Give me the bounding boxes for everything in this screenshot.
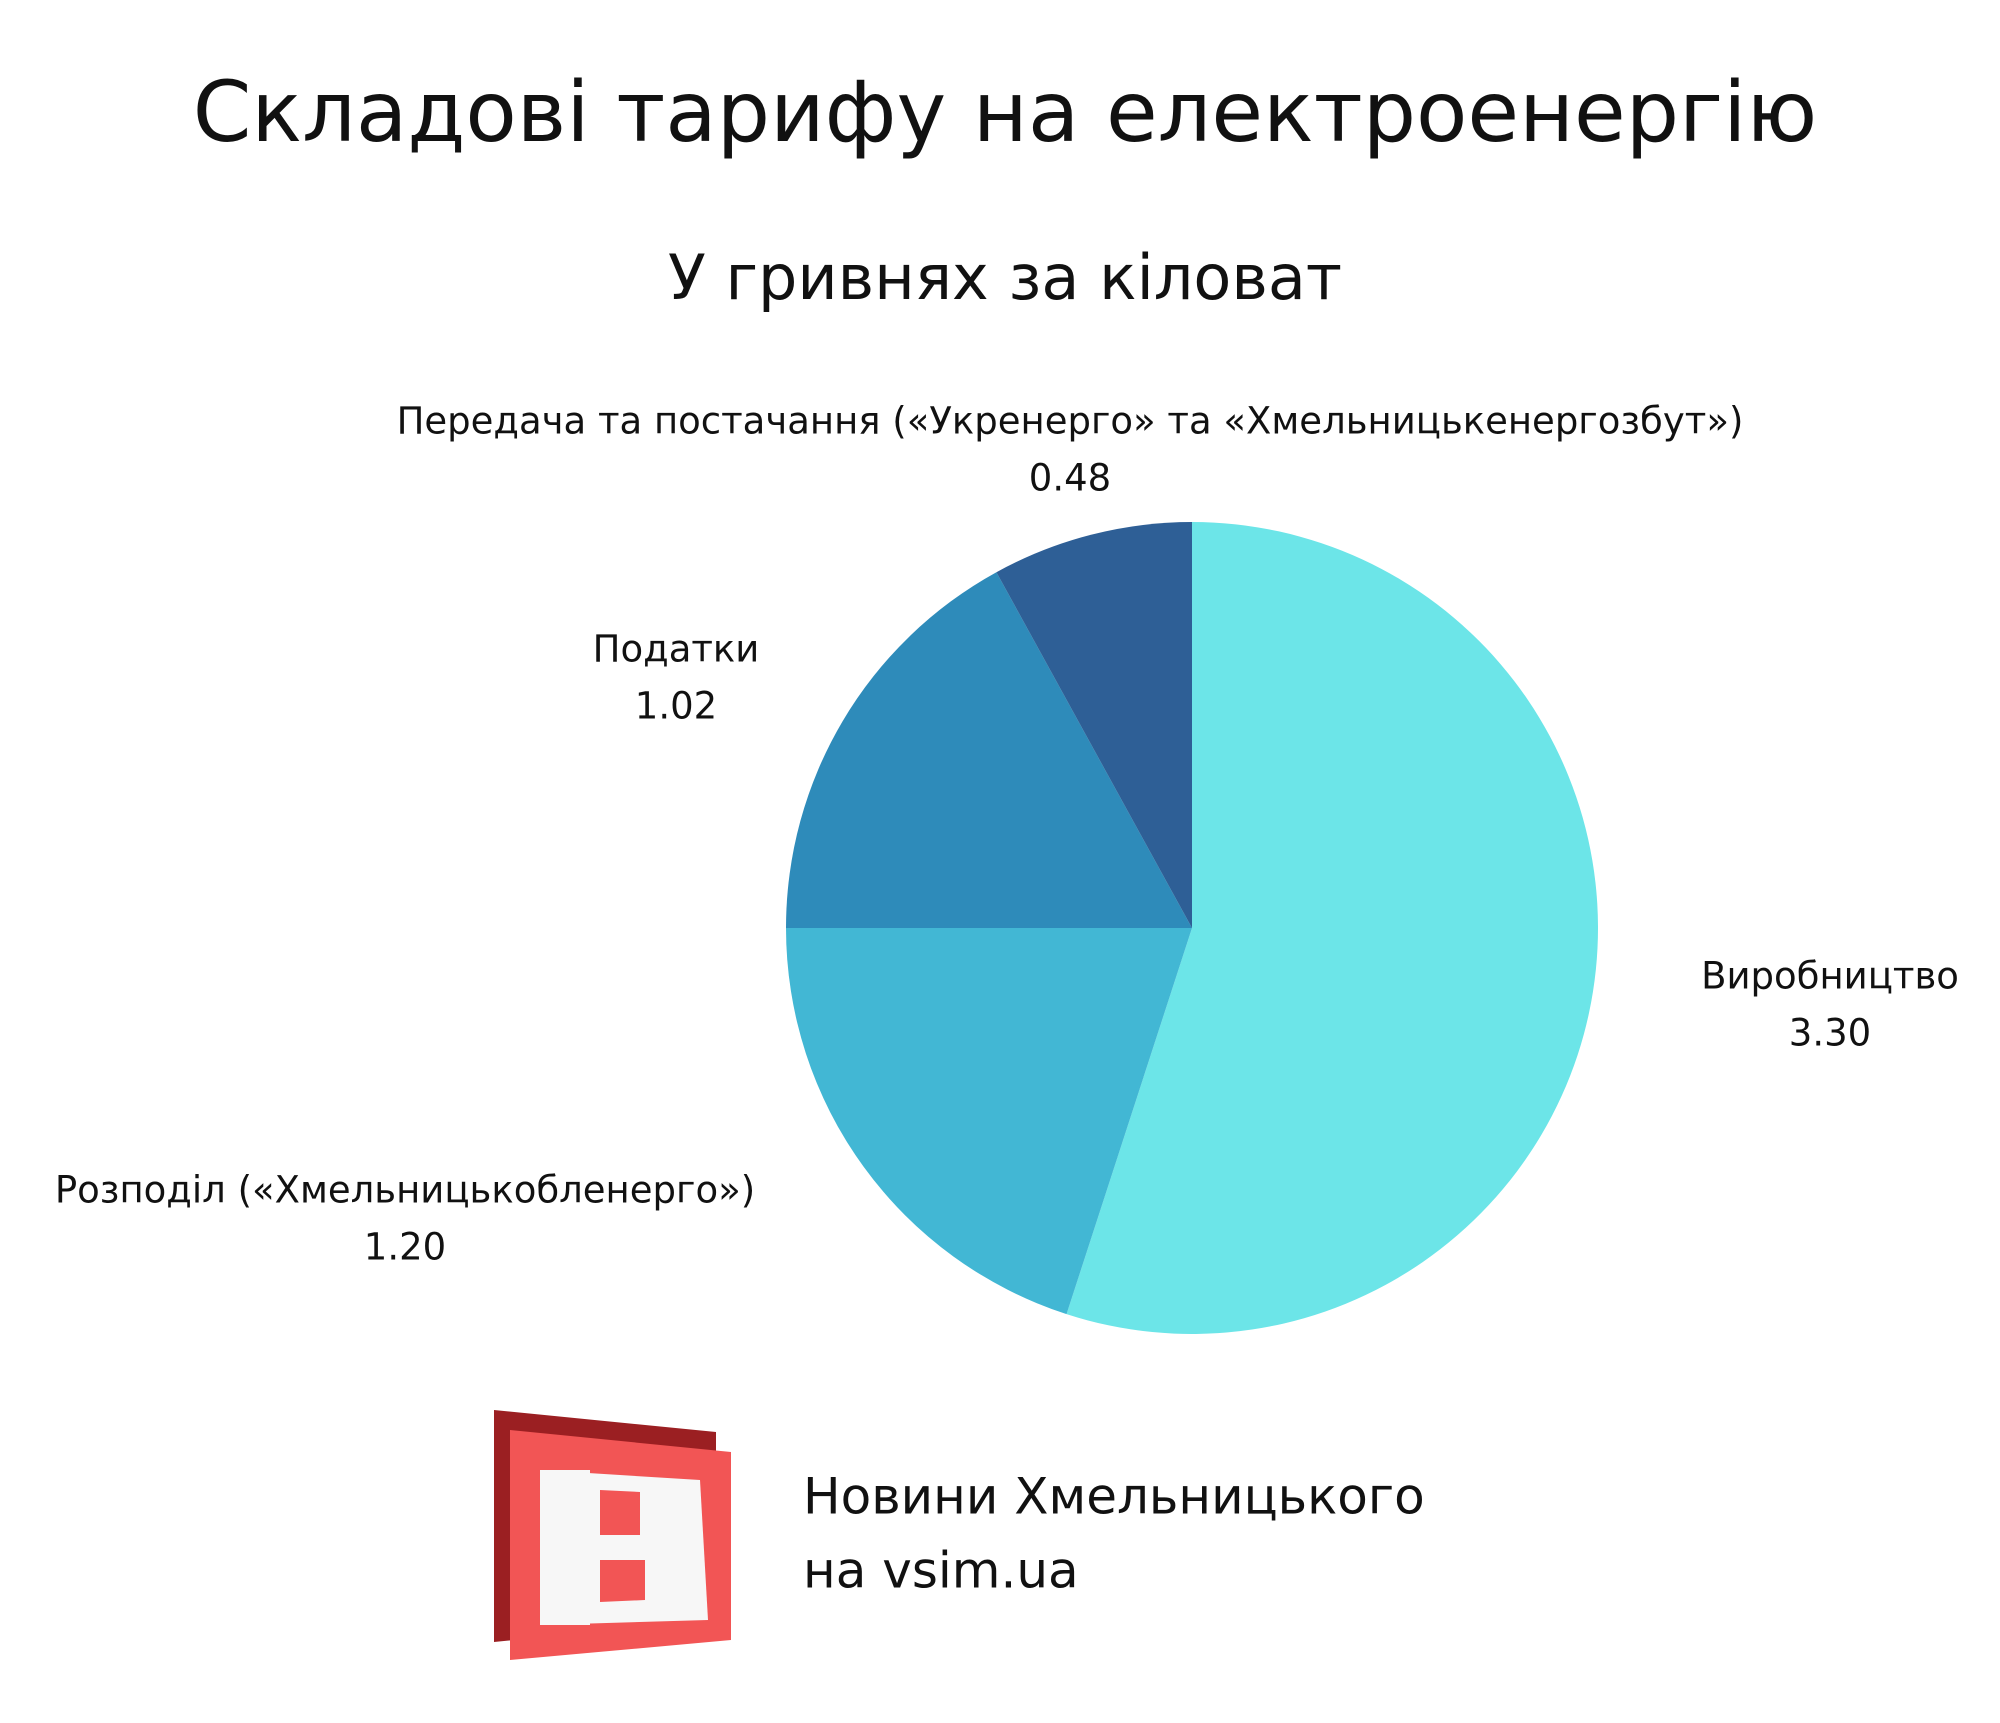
value-label: 1.20 [364,1226,446,1269]
pie-slice [996,522,1192,928]
pie [786,522,1599,1334]
pie-slice [1066,522,1599,1334]
slice-label: Передача та постачання («Укренерго» та «… [397,400,1744,443]
value-label: 1.02 [635,685,717,728]
pie-slice [786,572,1192,928]
value-label: 0.48 [1029,457,1111,500]
logo [494,1410,731,1660]
slice-label: Податки [593,628,760,671]
footer-text: Новини Хмельницького [803,1468,1425,1526]
chart-subtitle: У гривнях за кіловат [668,241,1342,314]
slice-label: Виробництво [1701,955,1959,998]
chart-title: Складові тарифу на електроенергію [193,63,1817,161]
value-label: 3.30 [1789,1012,1871,1055]
footer-text: на vsim.ua [803,1542,1079,1600]
slice-label: Розподіл («Хмельницькобленерго») [55,1169,755,1212]
pie-slice [786,928,1192,1315]
